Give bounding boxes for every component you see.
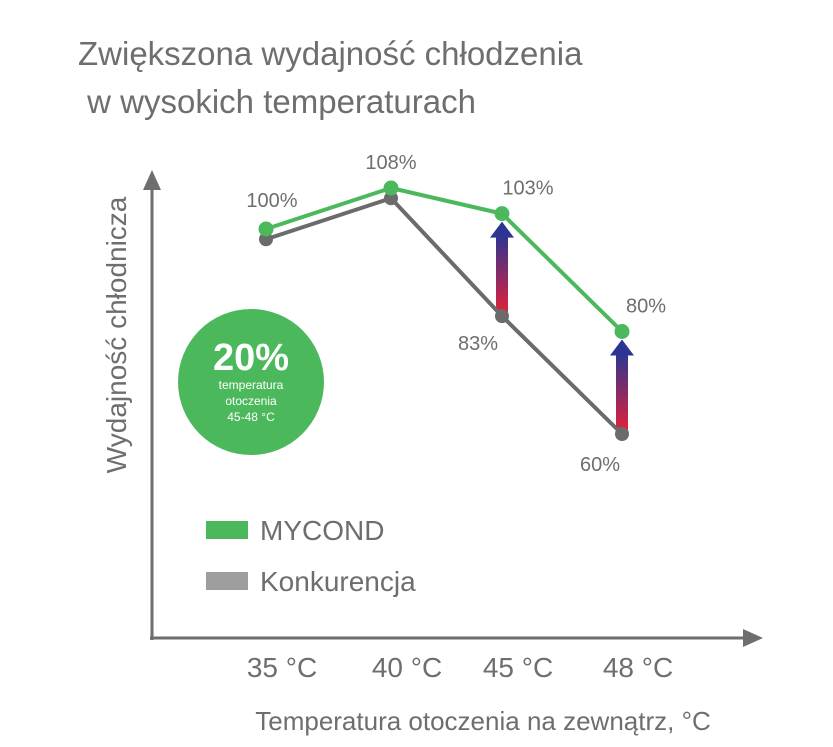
x-axis-arrowhead: [743, 629, 763, 647]
data-point-mycond: [494, 206, 510, 222]
series-line-competitor: [265, 196, 624, 436]
data-labels: 100% 108% 103% 80% 83% 60%: [246, 152, 666, 476]
improvement-arrows: [490, 221, 634, 430]
improvement-arrow-shaft: [616, 353, 628, 430]
improvement-arrow-shaft: [496, 235, 508, 313]
x-tick-labels: 35 °C 40 °C 45 °C 48 °C: [247, 652, 673, 683]
data-point-competitor: [615, 427, 629, 441]
data-point-competitor: [495, 309, 509, 324]
x-tick-label: 35 °C: [247, 652, 317, 683]
legend: MYCOND Konkurencja: [206, 515, 416, 597]
legend-label-competitor: Konkurencja: [260, 566, 416, 597]
series-lines: [265, 186, 624, 436]
legend-swatch-mycond: [206, 521, 248, 539]
badge-circle: [178, 309, 324, 455]
data-point-mycond: [614, 324, 630, 339]
badge: 20% temperatura otoczenia 45-48 °C: [178, 309, 324, 455]
data-point-competitor: [384, 191, 398, 206]
data-label-mycond: 108%: [365, 152, 416, 174]
data-point-mycond: [383, 180, 399, 196]
x-tick-label: 45 °C: [483, 652, 553, 683]
data-label-mycond: 103%: [502, 178, 553, 200]
data-label-competitor: 83%: [458, 333, 498, 355]
series-points: [258, 180, 630, 441]
badge-line-1: temperatura: [219, 378, 284, 392]
data-label-competitor: 60%: [580, 454, 620, 476]
title-line-1: Zwiększona wydajność chłodzenia: [78, 35, 583, 72]
data-label-mycond: 100%: [246, 190, 297, 212]
improvement-arrow-head: [490, 221, 514, 238]
legend-swatch-competitor: [206, 572, 248, 590]
badge-line-2: otoczenia: [225, 394, 277, 408]
badge-line-3: 45-48 °C: [227, 410, 275, 424]
data-label-mycond: 80%: [626, 296, 666, 318]
improvement-arrow-head: [610, 339, 634, 356]
x-tick-label: 40 °C: [372, 652, 442, 683]
chart-title: Zwiększona wydajność chłodzenia w wysoki…: [78, 30, 582, 126]
x-tick-label: 48 °C: [603, 652, 673, 683]
title-line-2: w wysokich temperaturach: [78, 83, 476, 120]
y-axis-arrowhead: [143, 170, 161, 190]
y-axis-label: Wydajność chłodnicza: [101, 196, 132, 473]
badge-value: 20%: [213, 337, 289, 379]
data-point-competitor: [259, 232, 273, 247]
data-point-mycond: [258, 221, 274, 237]
x-axis-label: Temperatura otoczenia na zewnątrz, °C: [255, 706, 711, 736]
series-line-mycond: [265, 186, 624, 333]
legend-label-mycond: MYCOND: [260, 515, 384, 546]
